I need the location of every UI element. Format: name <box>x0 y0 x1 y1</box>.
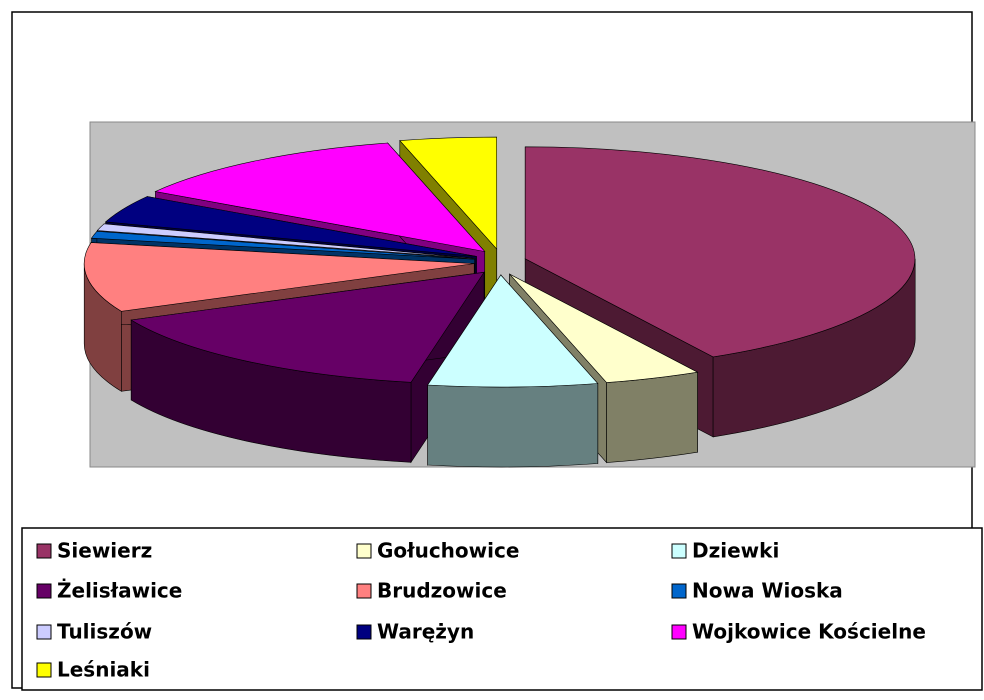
legend-label: Leśniaki <box>57 658 150 682</box>
slice <box>427 274 599 388</box>
slice <box>509 273 699 383</box>
legend-label: Wojkowice Kościelne <box>692 620 926 644</box>
legend-label: Warężyn <box>377 620 474 644</box>
legend-label: Siewierz <box>57 539 152 563</box>
slice-wall <box>427 383 599 468</box>
legend-swatch <box>36 543 52 559</box>
slice <box>399 136 498 250</box>
slice <box>83 242 475 312</box>
legend-label: Gołuchowice <box>377 539 519 563</box>
slice <box>130 271 485 383</box>
legend-swatch <box>671 543 687 559</box>
legend-swatch <box>356 583 372 599</box>
legend-swatch <box>36 583 52 599</box>
legend-label: Nowa Wioska <box>692 579 843 603</box>
slice <box>104 196 477 257</box>
legend-swatch <box>671 583 687 599</box>
legend-label: Tuliszów <box>57 620 152 644</box>
slice <box>524 146 916 358</box>
pie <box>83 136 916 468</box>
slice <box>96 223 476 259</box>
legend-swatch <box>36 624 52 640</box>
slice <box>90 230 475 260</box>
legend-label: Żelisławice <box>57 579 182 603</box>
slice-wall <box>606 371 698 463</box>
legend <box>21 527 983 691</box>
legend-swatch <box>356 543 372 559</box>
legend-swatch <box>36 662 52 678</box>
legend-label: Dziewki <box>692 539 779 563</box>
legend-label: Brudzowice <box>377 579 507 603</box>
legend-swatch <box>671 624 687 640</box>
slice <box>154 142 486 252</box>
legend-swatch <box>356 624 372 640</box>
